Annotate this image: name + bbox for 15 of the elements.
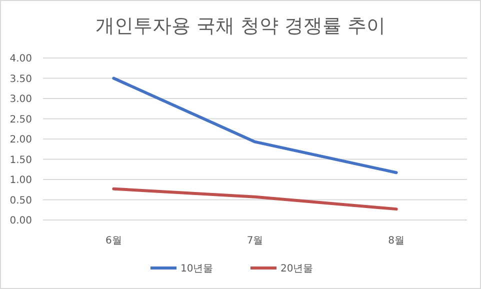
y-tick-label: 2.50 bbox=[10, 114, 32, 126]
y-tick-label: 2.00 bbox=[10, 134, 32, 146]
y-tick-label: 1.00 bbox=[10, 175, 32, 186]
legend-label: 20년물 bbox=[280, 264, 314, 274]
chart-title: 개인투자용 국채 청약 경쟁률 추이 bbox=[95, 15, 386, 37]
y-tick-label: 3.00 bbox=[10, 94, 32, 105]
x-tick-label: 8월 bbox=[388, 236, 405, 246]
legend-label: 10년물 bbox=[180, 264, 214, 274]
y-tick-label: 4.00 bbox=[10, 54, 32, 64]
y-tick-label: 0.50 bbox=[10, 195, 32, 206]
x-tick-label: 7월 bbox=[246, 236, 264, 246]
x-tick-label: 6월 bbox=[105, 236, 122, 246]
y-tick-label: 3.50 bbox=[10, 74, 32, 85]
y-tick-label: 1.50 bbox=[10, 154, 32, 166]
y-tick-label: 0.00 bbox=[10, 216, 32, 226]
